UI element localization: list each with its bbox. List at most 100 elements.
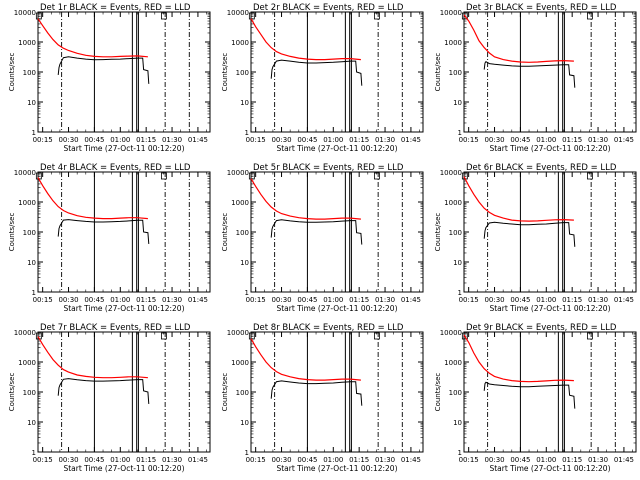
series-line-events xyxy=(270,219,363,245)
y-tick-label: 1 xyxy=(32,289,36,297)
y-tick-label: 1 xyxy=(458,289,462,297)
y-tick-label: 10000 xyxy=(227,169,249,177)
plot-frame xyxy=(463,171,637,293)
top-marker xyxy=(587,12,593,20)
y-axis-label: Counts/sec xyxy=(8,53,16,92)
x-tick-label: 00:45 xyxy=(510,456,530,464)
x-tick-label: 01:00 xyxy=(536,136,556,144)
x-axis-label: Start Time (27-Oct-11 00:12:20) xyxy=(276,304,397,313)
y-tick-label: 10000 xyxy=(227,9,249,17)
series-line-events xyxy=(483,61,576,88)
x-tick-label: 00:30 xyxy=(271,296,291,304)
y-tick-label: 1000 xyxy=(231,199,249,207)
y-tick-label: 10 xyxy=(453,259,462,267)
y-tick-label: 10 xyxy=(453,99,462,107)
plot-frame xyxy=(37,11,211,133)
y-tick-label: 1000 xyxy=(444,199,462,207)
top-marker xyxy=(248,12,255,20)
x-tick-label: 00:15 xyxy=(33,296,53,304)
y-tick-label: 1 xyxy=(32,449,36,457)
y-tick-label: 1000 xyxy=(18,39,36,47)
series-line-lld xyxy=(463,14,574,63)
y-tick-label: 10000 xyxy=(440,329,462,337)
y-tick-label: 1000 xyxy=(231,39,249,47)
x-tick-label: 00:45 xyxy=(84,136,104,144)
panel-3: Det 3r BLACK = Events, RED = LLD 1 10 100 10… xyxy=(434,3,637,153)
x-tick-label: 00:45 xyxy=(510,296,530,304)
x-tick-label: 01:30 xyxy=(162,456,182,464)
panel-title: Det 9r BLACK = Events, RED = LLD xyxy=(466,323,617,333)
top-marker xyxy=(161,332,167,340)
plot-frame xyxy=(250,171,424,293)
x-tick-label: 00:45 xyxy=(297,136,317,144)
y-tick-label: 100 xyxy=(23,389,36,397)
x-tick-label: 00:45 xyxy=(510,136,530,144)
plot-frame xyxy=(37,171,211,293)
panel-8: Det 8r BLACK = Events, RED = LLD 1 10 100 10… xyxy=(221,323,424,473)
y-tick-label: 10 xyxy=(240,259,249,267)
series-line-events xyxy=(483,221,576,247)
x-tick-label: 00:30 xyxy=(484,456,504,464)
y-tick-label: 100 xyxy=(236,389,249,397)
y-tick-label: 10000 xyxy=(14,169,36,177)
top-marker xyxy=(374,12,380,20)
y-axis-label: Counts/sec xyxy=(434,213,442,252)
panel-title: Det 8r BLACK = Events, RED = LLD xyxy=(253,323,404,333)
x-tick-label: 00:15 xyxy=(246,456,266,464)
y-tick-label: 1000 xyxy=(444,359,462,367)
x-axis-label: Start Time (27-Oct-11 00:12:20) xyxy=(276,144,397,153)
x-axis-label: Start Time (27-Oct-11 00:12:20) xyxy=(489,464,610,473)
x-tick-label: 01:15 xyxy=(562,456,582,464)
top-marker xyxy=(587,172,593,180)
y-tick-label: 1 xyxy=(32,129,36,137)
x-tick-label: 01:30 xyxy=(375,136,395,144)
y-tick-label: 10 xyxy=(27,419,36,427)
panel-1: Det 1r BLACK = Events, RED = LLD 1 10 100 10… xyxy=(8,3,211,153)
x-tick-label: 00:15 xyxy=(459,296,479,304)
top-marker xyxy=(374,172,380,180)
x-tick-label: 00:15 xyxy=(33,456,53,464)
y-axis-label: Counts/sec xyxy=(8,213,16,252)
top-marker xyxy=(248,332,255,340)
x-tick-label: 01:15 xyxy=(349,136,369,144)
series-line-events xyxy=(57,56,150,84)
x-tick-label: 01:30 xyxy=(162,136,182,144)
y-tick-label: 100 xyxy=(23,229,36,237)
x-axis-label: Start Time (27-Oct-11 00:12:20) xyxy=(489,304,610,313)
x-tick-label: 01:30 xyxy=(588,296,608,304)
x-tick-label: 00:45 xyxy=(84,456,104,464)
top-marker xyxy=(461,12,468,20)
y-tick-label: 10000 xyxy=(440,169,462,177)
plot-frame xyxy=(250,11,424,133)
panel-title: Det 7r BLACK = Events, RED = LLD xyxy=(40,323,191,333)
x-tick-label: 00:30 xyxy=(271,456,291,464)
y-tick-label: 100 xyxy=(236,69,249,77)
x-tick-label: 01:00 xyxy=(536,456,556,464)
x-tick-label: 01:30 xyxy=(588,136,608,144)
y-tick-label: 10000 xyxy=(227,329,249,337)
panel-7: Det 7r BLACK = Events, RED = LLD 1 10 100 10… xyxy=(8,323,211,473)
series-line-lld xyxy=(250,18,361,61)
x-axis-label: Start Time (27-Oct-11 00:12:20) xyxy=(63,144,184,153)
y-tick-label: 10 xyxy=(240,419,249,427)
x-tick-label: 01:30 xyxy=(375,456,395,464)
x-tick-label: 00:45 xyxy=(297,296,317,304)
x-tick-label: 01:00 xyxy=(110,136,130,144)
y-tick-label: 10 xyxy=(27,99,36,107)
x-tick-label: 00:45 xyxy=(84,296,104,304)
top-marker xyxy=(587,332,593,340)
x-tick-label: 00:30 xyxy=(58,136,78,144)
panel-title: Det 6r BLACK = Events, RED = LLD xyxy=(466,163,617,173)
x-tick-label: 01:15 xyxy=(136,456,156,464)
x-tick-label: 01:15 xyxy=(562,136,582,144)
y-axis-label: Counts/sec xyxy=(434,53,442,92)
x-tick-label: 00:15 xyxy=(33,136,53,144)
series-line-lld xyxy=(250,338,361,381)
plot-frame xyxy=(463,11,637,133)
x-axis-label: Start Time (27-Oct-11 00:12:20) xyxy=(63,304,184,313)
y-tick-label: 100 xyxy=(449,389,462,397)
x-tick-label: 01:30 xyxy=(588,456,608,464)
panel-title: Det 5r BLACK = Events, RED = LLD xyxy=(253,163,404,173)
x-tick-label: 01:45 xyxy=(401,296,421,304)
y-tick-label: 10 xyxy=(453,419,462,427)
